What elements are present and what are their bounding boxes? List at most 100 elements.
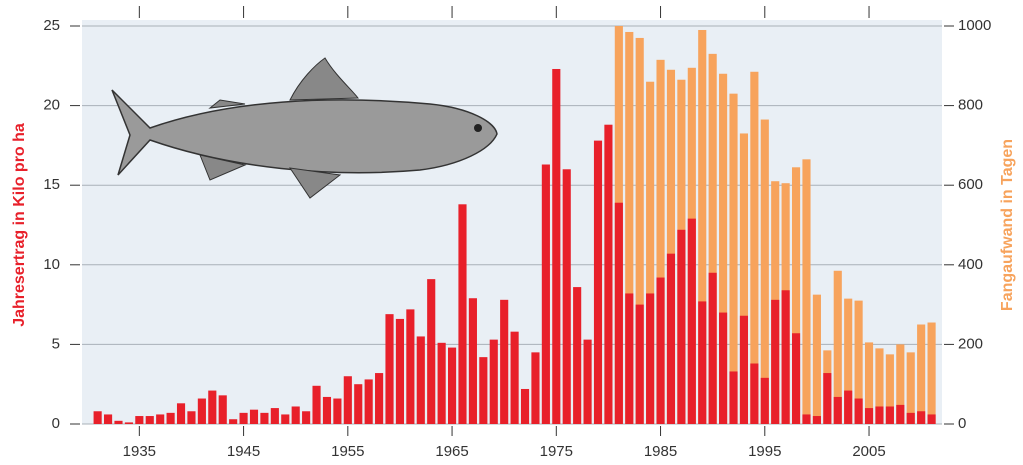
y-axis-label: Jahresertrag in Kilo pro ha bbox=[11, 123, 28, 327]
fish-eye bbox=[474, 124, 482, 132]
bar bbox=[124, 422, 133, 424]
bar bbox=[479, 357, 488, 424]
bar bbox=[927, 414, 936, 424]
bar bbox=[395, 318, 405, 424]
bar bbox=[614, 202, 623, 424]
bar bbox=[145, 416, 154, 424]
bar bbox=[875, 406, 884, 424]
bar bbox=[437, 342, 446, 424]
bar bbox=[739, 133, 749, 424]
y2-tick-label: 800 bbox=[958, 97, 983, 114]
bar bbox=[406, 309, 415, 424]
bar bbox=[510, 331, 519, 424]
x-tick-label: 2005 bbox=[852, 443, 885, 460]
bar bbox=[646, 81, 655, 424]
bar bbox=[791, 333, 801, 424]
bar bbox=[719, 73, 728, 424]
bar bbox=[385, 314, 394, 424]
x-tick-label: 1945 bbox=[227, 443, 260, 460]
bar bbox=[176, 403, 186, 424]
bar bbox=[802, 414, 811, 424]
y-tick-label: 5 bbox=[52, 335, 60, 352]
y2-tick-label: 0 bbox=[958, 415, 966, 432]
bar bbox=[917, 411, 926, 424]
bar bbox=[906, 352, 915, 424]
bar bbox=[750, 363, 759, 424]
fish-fin bbox=[199, 99, 342, 199]
bar bbox=[854, 398, 863, 424]
bar bbox=[771, 299, 780, 424]
bar bbox=[135, 416, 144, 424]
bar bbox=[812, 294, 821, 424]
x-tick-label: 1995 bbox=[748, 443, 781, 460]
bar bbox=[302, 411, 311, 424]
x-tick-label: 1975 bbox=[540, 443, 573, 460]
bar bbox=[552, 68, 561, 424]
bar bbox=[312, 385, 321, 424]
bar bbox=[333, 398, 342, 424]
bar bbox=[812, 416, 821, 424]
bar bbox=[698, 301, 707, 424]
bar bbox=[239, 412, 248, 424]
y-tick-label: 15 bbox=[43, 176, 60, 193]
y2-tick-label: 1000 bbox=[958, 17, 991, 34]
bar bbox=[562, 169, 571, 424]
bar bbox=[156, 414, 165, 424]
fish-illustration bbox=[111, 57, 498, 199]
bar bbox=[375, 373, 384, 424]
bar bbox=[781, 290, 790, 424]
bar bbox=[364, 379, 373, 424]
bar bbox=[322, 396, 332, 424]
y-tick-label: 20 bbox=[43, 97, 60, 114]
fish-body bbox=[111, 89, 498, 176]
bar bbox=[677, 229, 686, 424]
bar bbox=[291, 406, 300, 424]
bar bbox=[531, 352, 540, 424]
bar bbox=[833, 396, 842, 424]
bar bbox=[760, 377, 769, 424]
bar bbox=[823, 373, 832, 424]
x-tick-label: 1935 bbox=[123, 443, 156, 460]
y-tick-label: 25 bbox=[43, 17, 60, 34]
y-tick-label: 0 bbox=[52, 415, 60, 432]
bar bbox=[500, 299, 509, 424]
bar bbox=[896, 344, 905, 424]
x-tick-label: 1985 bbox=[644, 443, 677, 460]
bar bbox=[187, 411, 196, 424]
bar bbox=[760, 119, 769, 424]
bar bbox=[802, 159, 811, 424]
y2-tick-label: 400 bbox=[958, 256, 983, 273]
bar bbox=[520, 388, 530, 424]
bar bbox=[625, 31, 634, 424]
bar bbox=[864, 408, 874, 424]
bar bbox=[218, 395, 227, 424]
bar bbox=[197, 398, 206, 424]
bar bbox=[541, 164, 550, 424]
bar bbox=[604, 124, 613, 424]
bar bbox=[270, 408, 279, 424]
y2-axis-label: Fangaufwand in Tagen bbox=[999, 139, 1016, 311]
bar bbox=[687, 218, 696, 424]
bar bbox=[656, 59, 665, 425]
bar bbox=[885, 354, 894, 424]
bar bbox=[427, 279, 436, 424]
bar bbox=[750, 71, 759, 425]
bar bbox=[416, 336, 425, 424]
bar bbox=[666, 253, 676, 424]
bar bbox=[833, 270, 842, 424]
bar bbox=[635, 304, 644, 424]
bar bbox=[729, 93, 738, 424]
bar bbox=[656, 277, 665, 424]
bar bbox=[447, 347, 457, 424]
bar bbox=[208, 390, 217, 424]
bar bbox=[708, 53, 717, 425]
bar bbox=[719, 312, 728, 424]
bar bbox=[666, 69, 676, 424]
bar bbox=[260, 412, 269, 424]
bar bbox=[844, 390, 853, 424]
y2-tick-label: 600 bbox=[958, 176, 983, 193]
bar bbox=[249, 409, 259, 424]
bar bbox=[791, 167, 801, 425]
bar bbox=[864, 342, 874, 424]
